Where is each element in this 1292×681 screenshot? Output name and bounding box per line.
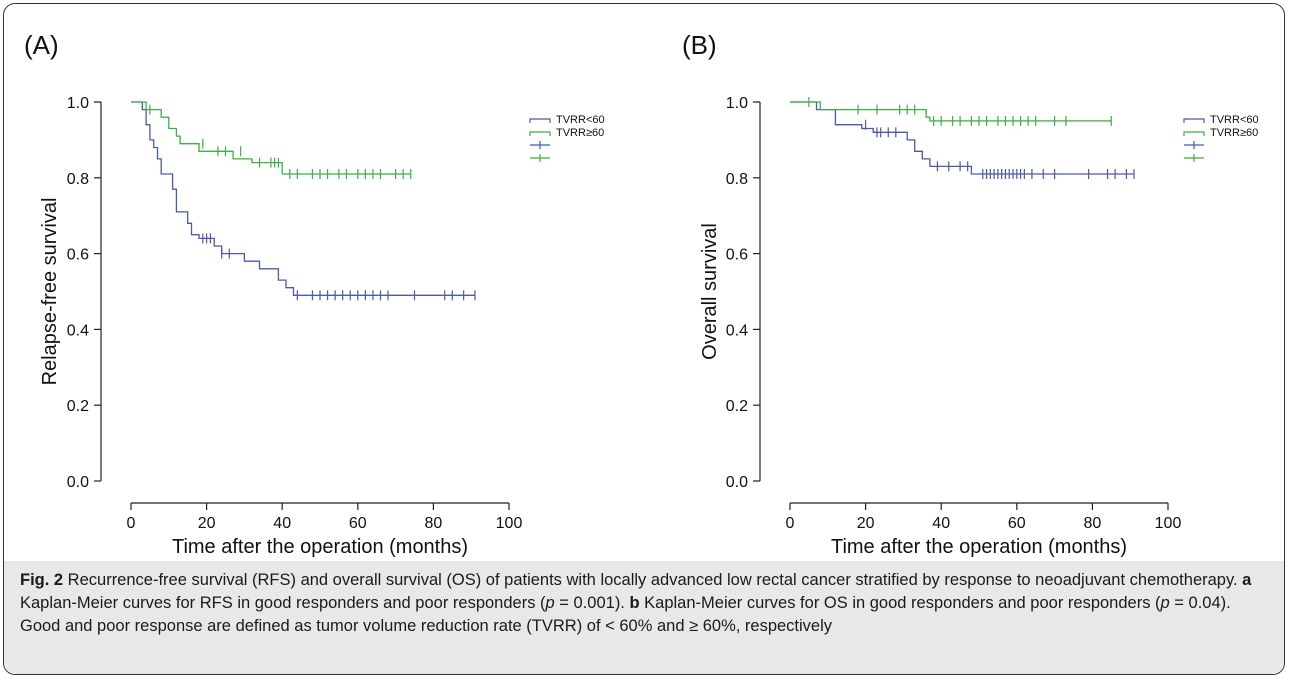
x-tick-label: 0 — [127, 515, 136, 532]
legend-entry: TVRR≥60 — [1210, 127, 1258, 139]
km-curve-tvrr-ge-60 — [131, 101, 411, 175]
y-tick-label: 0.2 — [726, 398, 748, 415]
caption-p-value-2: = 0.04). Good and poor response are defi… — [20, 594, 1231, 635]
y-tick-label: 0.2 — [67, 398, 89, 415]
x-tick-label: 80 — [1084, 515, 1102, 532]
km-curve-tvrr-lt-60 — [790, 101, 1134, 175]
legend-swatch — [529, 131, 551, 136]
y-tick-label: 0.4 — [726, 322, 748, 339]
caption-fig-label: Fig. 2 — [20, 571, 64, 589]
caption-part1: Recurrence-free survival (RFS) and overa… — [63, 571, 1243, 589]
figure-frame: (A) 0 20 40 60 80 100 0.0 0.2 0.4 0.6 0.8 1.0 Time af… — [3, 3, 1285, 675]
x-tick-label: 0 — [786, 515, 795, 532]
km-curve-tvrr-lt-60 — [131, 101, 475, 296]
y-tick-label: 0.4 — [67, 322, 89, 339]
caption-part2: Kaplan-Meier curves for RFS in good resp… — [20, 594, 546, 612]
panel-label: (A) — [24, 30, 59, 60]
x-tick-label: 60 — [349, 515, 367, 532]
legend-entry: TVRR<60 — [1210, 114, 1259, 126]
y-tick-label: 0.6 — [67, 247, 89, 264]
x-tick-label: 40 — [932, 515, 950, 532]
x-axis-title: Time after the operation (months) — [831, 536, 1127, 558]
legend-swatch — [529, 118, 551, 123]
legend-entry: TVRR<60 — [556, 114, 605, 126]
figure-caption: Fig. 2 Recurrence-free survival (RFS) an… — [20, 569, 1260, 638]
x-tick-label: 40 — [273, 515, 291, 532]
panel-label: (B) — [682, 30, 717, 60]
caption-part3: Kaplan-Meier curves for OS in good respo… — [639, 594, 1161, 612]
x-tick-label: 100 — [1155, 515, 1182, 532]
y-tick-label: 0.8 — [726, 171, 748, 188]
y-tick-label: 0.0 — [67, 474, 89, 491]
x-tick-label: 60 — [1008, 515, 1026, 532]
y-tick-label: 1.0 — [67, 95, 89, 112]
km-curve-tvrr-ge-60 — [790, 101, 1112, 122]
x-axis-title: Time after the operation (months) — [172, 536, 468, 558]
figure-plots: (A) 0 20 40 60 80 100 0.0 0.2 0.4 0.6 0.8 1.0 Time af… — [24, 30, 1259, 558]
x-tick-label: 100 — [496, 515, 523, 532]
legend-swatch — [1183, 118, 1205, 123]
x-tick-label: 80 — [425, 515, 443, 532]
legend-entry: TVRR≥60 — [556, 127, 604, 139]
caption-b-label: b — [629, 594, 640, 612]
y-tick-label: 0.6 — [726, 247, 748, 264]
x-tick-label: 20 — [198, 515, 216, 532]
y-axis-title: Overall survival — [699, 223, 721, 360]
caption-p-symbol-2: p — [1160, 594, 1170, 612]
y-tick-label: 0.0 — [726, 474, 748, 491]
x-tick-label: 20 — [857, 515, 875, 532]
caption-band: Fig. 2 Recurrence-free survival (RFS) an… — [4, 561, 1284, 674]
caption-p-value-1: = 0.001). — [554, 594, 630, 612]
chart-panel-a: (A) 0 20 40 60 80 100 0.0 0.2 0.4 0.6 0.8 1.0 Time af… — [24, 30, 605, 558]
y-tick-label: 1.0 — [726, 95, 748, 112]
chart-panel-b: (B) 0 20 40 60 80 100 0.0 0.2 0.4 0.6 0.8 1.0 Time af… — [682, 30, 1259, 558]
y-axis-title: Relapse-free survival — [39, 198, 61, 386]
caption-p-symbol-1: p — [545, 594, 555, 612]
legend-swatch — [1183, 131, 1205, 136]
caption-a-label: a — [1242, 571, 1252, 589]
y-tick-label: 0.8 — [67, 171, 89, 188]
